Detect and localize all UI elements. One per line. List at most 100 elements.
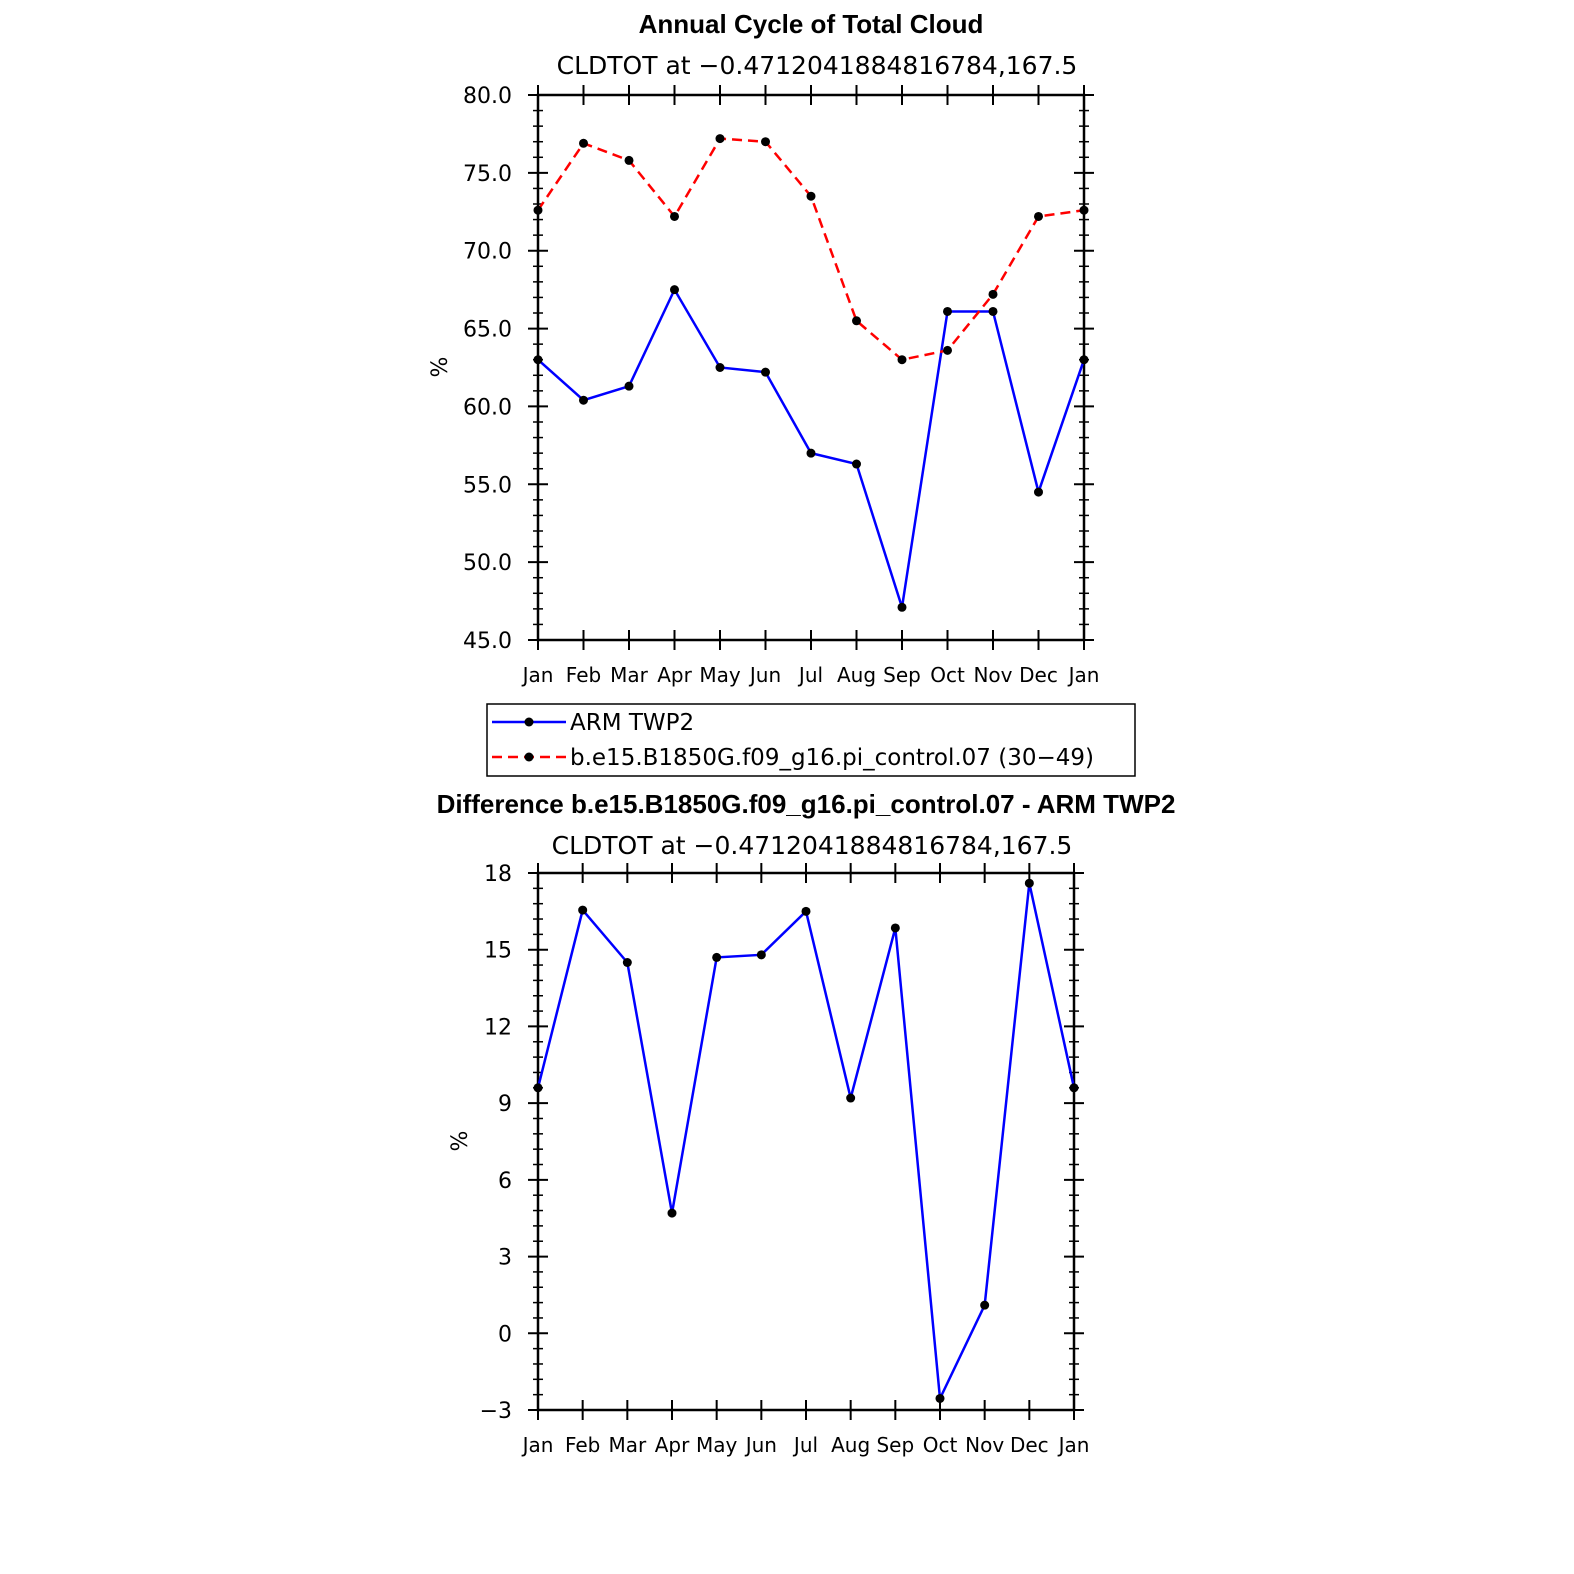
chart1-series-1-line [536, 137, 1085, 362]
chart1-series-1-point [897, 355, 907, 365]
chart1-subtitle: CLDTOT at −0.4712041884816784,167.5 [557, 51, 1078, 80]
chart1-xtick-label: Nov [973, 663, 1012, 687]
chart2-xtick-label: Apr [655, 1433, 690, 1457]
chart1-xtick-label: Oct [930, 663, 965, 687]
chart1-series-0-point [943, 306, 952, 316]
chart2-ytick-label: 18 [484, 862, 512, 887]
chart2-ytick-label: 3 [498, 1246, 512, 1271]
chart2-xtick-label: Oct [923, 1433, 958, 1457]
chart1-xtick-label: May [699, 663, 741, 687]
chart2-xtick-label: Jul [792, 1433, 818, 1457]
chart1-ytick-label: 75.0 [463, 162, 512, 187]
chart2-ytick-label: 9 [498, 1092, 512, 1117]
chart1-xtick-label: Mar [610, 663, 649, 687]
chart2-xtick-label: Jun [744, 1433, 777, 1457]
legend-label-model: b.e15.B1850G.f09_g16.pi_control.07 (30−4… [570, 745, 1094, 771]
chart2-title: Difference b.e15.B1850G.f09_g16.pi_contr… [437, 789, 1176, 819]
chart2-xtick-label: Mar [608, 1433, 647, 1457]
chart1-series-1-point [852, 316, 861, 326]
chart1-ytick-label: 45.0 [463, 629, 512, 654]
chart2-series-0-point [667, 1208, 677, 1218]
chart2-xtick-label: Sep [876, 1433, 914, 1457]
chart1-series-1-point [943, 345, 952, 355]
chart1-series-1-point [1034, 211, 1043, 221]
chart1-series-0-point [806, 448, 816, 458]
chart2-xtick-label: Aug [831, 1433, 870, 1457]
chart1-xtick-label: Feb [566, 663, 601, 687]
chart1-frame [536, 93, 1086, 642]
chart2-series-0-line [536, 882, 1076, 1404]
chart2-series-0-point [622, 958, 632, 967]
chart1-series-1-point [1079, 205, 1089, 215]
chart1-series-0-point [1079, 355, 1089, 365]
chart2-series-0-point [980, 1300, 990, 1310]
chart1-ytick-label: 80.0 [463, 84, 512, 109]
chart1-series-0-line [537, 286, 1086, 608]
legend-marker-model [524, 752, 534, 762]
chart2-series-0-point [578, 905, 588, 915]
chart2-series-0-point [890, 923, 900, 933]
chart2-ytick-label: 6 [498, 1169, 512, 1194]
chart1-series-1-point [579, 138, 588, 148]
chart2-plot: −3 0 3 6 9 12 15 18 Jan Feb Mar Apr May Jun Jul Aug Sep O… [480, 862, 1090, 1457]
chart1-xtick-label: Jun [748, 663, 781, 687]
chart1-series-1-point [624, 155, 634, 165]
chart1-ytick-label: 50.0 [463, 551, 512, 576]
chart1-xtick-label: Jan [1067, 663, 1100, 687]
chart1-legend: ARM TWP2 b.e15.B1850G.f09_g16.pi_control… [486, 703, 1136, 777]
chart1-ytick-label: 70.0 [463, 240, 512, 265]
chart1-title: Annual Cycle of Total Cloud [639, 9, 984, 39]
chart2-series-0-point [533, 1083, 543, 1093]
chart1-series-1-point [806, 191, 816, 201]
chart2-ytick-label: 0 [498, 1322, 512, 1347]
chart1-series-0-point [533, 355, 543, 365]
chart2-series-0-point [1069, 1083, 1079, 1093]
chart1-series-0-point [624, 381, 634, 391]
chart2-xtick-label: Dec [1010, 1433, 1049, 1457]
chart1-series-0-point [852, 459, 861, 469]
chart2-subtitle: CLDTOT at −0.4712041884816784,167.5 [552, 831, 1073, 860]
chart1-ylabel: % [428, 357, 453, 378]
chart2-ytick-label: −3 [480, 1399, 512, 1424]
legend-marker-arm [524, 717, 534, 727]
chart1-series-0-point [670, 285, 679, 295]
chart2-xtick-label: May [696, 1433, 738, 1457]
chart2-series-0-point [756, 950, 766, 960]
legend-label-arm: ARM TWP2 [570, 710, 694, 736]
chart1-series-0-point [1034, 487, 1043, 497]
chart2-ylabel: % [448, 1131, 473, 1152]
chart1-series-0-point [579, 395, 588, 405]
chart2-xtick-label: Jan [1057, 1433, 1090, 1457]
chart1-xtick-label: Apr [657, 663, 692, 687]
chart2-series-0-point [1024, 878, 1034, 888]
chart2-series-0-point [801, 906, 811, 916]
chart1-series-0-point [988, 306, 998, 316]
legend-box [486, 703, 1136, 777]
chart2-series-0-point [846, 1093, 856, 1103]
chart1-xtick-label: Jan [521, 663, 554, 687]
chart2-xtick-label: Nov [965, 1433, 1004, 1457]
chart1-series-0-point [715, 363, 725, 372]
chart2-series-0-point [712, 952, 722, 962]
chart1-xtick-label: Aug [837, 663, 876, 687]
chart1-xtick-label: Dec [1019, 663, 1058, 687]
chart1-series-0-point [897, 602, 907, 612]
chart1-ytick-label: 60.0 [463, 395, 512, 420]
chart1-plot: 45.0 50.0 55.0 60.0 65.0 70.0 75.0 80.0 Jan Feb Ma… [463, 84, 1099, 687]
chart1-series-1-point [988, 289, 998, 299]
chart1-series-1-point [715, 134, 725, 144]
chart2-series-0-point [935, 1393, 945, 1403]
chart1-xtick-label: Sep [883, 663, 921, 687]
chart2-ytick-label: 12 [484, 1015, 512, 1040]
chart1-series-0-point [761, 367, 770, 377]
chart1-xtick-label: Jul [797, 663, 823, 687]
chart1-ytick-label: 65.0 [463, 318, 512, 343]
chart1-series-1-point [761, 137, 770, 147]
chart2-ytick-label: 15 [484, 939, 512, 964]
chart1-series-1-point [533, 205, 543, 215]
chart2-xtick-label: Jan [521, 1433, 554, 1457]
chart2-xtick-label: Feb [565, 1433, 600, 1457]
chart1-ytick-label: 55.0 [463, 473, 512, 498]
